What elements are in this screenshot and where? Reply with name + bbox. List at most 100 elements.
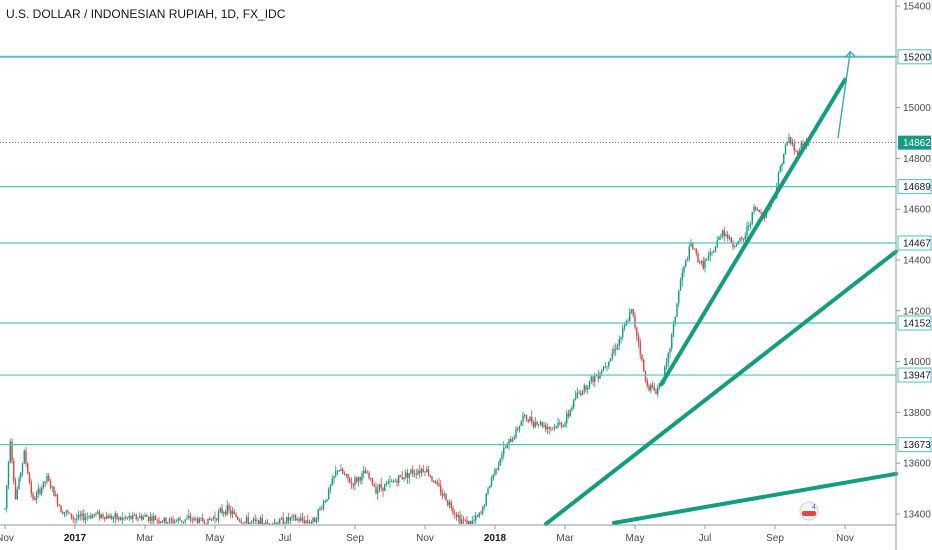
price-tick-label: 15400 bbox=[903, 2, 931, 13]
candle-body bbox=[58, 504, 60, 506]
trendline[interactable] bbox=[659, 77, 847, 387]
candle-body bbox=[608, 361, 610, 367]
candle-body bbox=[800, 143, 802, 152]
candle-body bbox=[198, 518, 200, 523]
candle-body bbox=[123, 517, 125, 519]
candle-body bbox=[590, 376, 592, 381]
candle-body bbox=[49, 480, 52, 488]
candle-body bbox=[620, 337, 622, 339]
candle-body bbox=[725, 234, 727, 236]
time-tick-label: Sep bbox=[346, 533, 364, 544]
candle-body bbox=[34, 498, 36, 501]
candle-body bbox=[242, 522, 244, 524]
projection-arrow-shaft[interactable] bbox=[837, 51, 851, 139]
candle-body bbox=[100, 514, 102, 518]
price-tick-label: 14800 bbox=[903, 154, 931, 165]
candle-body bbox=[331, 478, 333, 486]
price-tick-label: 14200 bbox=[903, 306, 931, 317]
candle-body bbox=[601, 371, 603, 374]
candle-body bbox=[616, 345, 619, 350]
candle-body bbox=[434, 481, 437, 483]
time-tick-label: Sep bbox=[766, 533, 784, 544]
candle-body bbox=[77, 514, 80, 519]
candle-body bbox=[504, 447, 507, 449]
candle-body bbox=[307, 520, 309, 523]
candle-body bbox=[41, 487, 43, 494]
candle-body bbox=[784, 145, 787, 155]
candle-body bbox=[786, 142, 788, 146]
candle-body bbox=[119, 517, 122, 520]
candle-body bbox=[6, 485, 8, 509]
candle-body bbox=[55, 494, 57, 497]
candle-body bbox=[543, 425, 545, 427]
candle-body bbox=[357, 477, 360, 482]
candle-body bbox=[392, 481, 395, 482]
candle-body bbox=[641, 354, 643, 360]
candle-body bbox=[223, 511, 225, 514]
candle-body bbox=[545, 425, 547, 430]
candle-body bbox=[436, 481, 438, 484]
time-axis[interactable]: Nov 2017 Mar May Jul Sep Nov 2018 Mar May Jul Sep No… bbox=[0, 525, 854, 544]
candle-body bbox=[214, 517, 216, 519]
candle-body bbox=[604, 366, 606, 368]
candle-body bbox=[161, 521, 164, 523]
trendline[interactable] bbox=[612, 471, 898, 525]
candle-body bbox=[114, 513, 116, 518]
candle-body bbox=[697, 253, 699, 262]
candle-body bbox=[478, 512, 480, 517]
candle-body bbox=[105, 515, 108, 519]
candle-body bbox=[349, 478, 351, 483]
candle-body bbox=[415, 473, 417, 475]
candle-body bbox=[791, 143, 794, 145]
projection-arrow-head bbox=[844, 50, 856, 59]
level-price-badge bbox=[897, 367, 932, 383]
candle-body bbox=[97, 511, 99, 514]
candle-body bbox=[450, 502, 452, 508]
candle-body bbox=[627, 320, 629, 322]
price-tick-label: 13400 bbox=[903, 510, 931, 521]
plot-area[interactable] bbox=[0, 50, 898, 526]
candle-body bbox=[723, 230, 725, 236]
candle-body bbox=[700, 261, 703, 263]
candle-body bbox=[389, 481, 391, 482]
candle-body bbox=[273, 522, 276, 524]
candle-body bbox=[578, 392, 580, 394]
candle-body bbox=[538, 424, 540, 426]
candle-body bbox=[111, 515, 113, 520]
candle-body bbox=[324, 500, 326, 503]
candle-body bbox=[363, 470, 365, 474]
candle-body bbox=[18, 477, 20, 490]
price-axis[interactable]: 15400 15200 15000 14800 14600 14400 14200 14000… bbox=[896, 2, 931, 521]
candle-body bbox=[401, 476, 403, 479]
candle-body bbox=[107, 515, 109, 519]
trendline[interactable] bbox=[543, 249, 898, 526]
candle-body bbox=[382, 487, 384, 491]
candle-body bbox=[144, 515, 146, 517]
candle-body bbox=[354, 477, 356, 486]
logo-badge[interactable]: 4 bbox=[799, 501, 819, 521]
candle-body bbox=[742, 238, 745, 240]
candle-body bbox=[427, 469, 430, 476]
candle-body bbox=[209, 518, 211, 520]
candle-body bbox=[317, 509, 319, 520]
candle-body bbox=[594, 375, 596, 382]
candle-body bbox=[520, 421, 522, 426]
candle-body bbox=[746, 226, 748, 236]
candle-body bbox=[485, 493, 487, 506]
candle-body bbox=[11, 441, 13, 462]
candle-body bbox=[203, 521, 206, 524]
candle-body bbox=[289, 517, 291, 521]
candle-body bbox=[613, 349, 615, 354]
candle-body bbox=[496, 468, 498, 470]
candle-body bbox=[251, 521, 253, 523]
candle-body bbox=[718, 236, 720, 241]
candle-body bbox=[328, 488, 330, 500]
candle-body bbox=[403, 477, 405, 479]
candle-body bbox=[471, 520, 473, 524]
candle-body bbox=[193, 518, 195, 521]
candle-body bbox=[431, 476, 433, 481]
candle-body bbox=[585, 385, 587, 390]
candle-body bbox=[219, 508, 221, 512]
candle-body bbox=[226, 505, 228, 515]
